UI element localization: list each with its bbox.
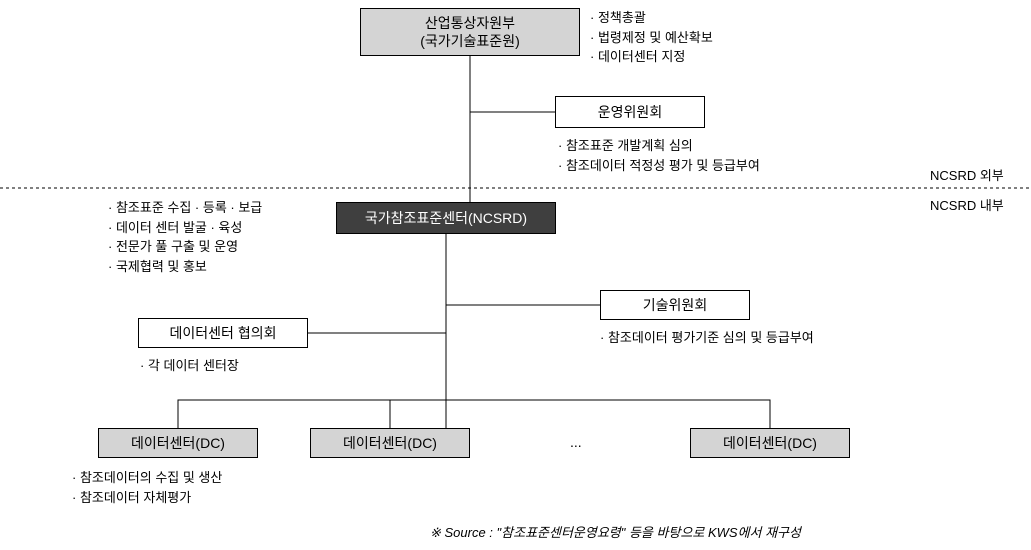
node-datacenter-council: 데이터센터 협의회 bbox=[138, 318, 308, 348]
node-ministry-line2: (국가기술표준원) bbox=[420, 32, 519, 50]
bullet-item: · 법령제정 및 예산확보 bbox=[590, 28, 713, 48]
bullet-item: · 데이터 센터 발굴 · 육성 bbox=[108, 218, 262, 238]
node-datacenter-2: 데이터센터(DC) bbox=[310, 428, 470, 458]
bullets-ncsrd: · 참조표준 수집 · 등록 · 보급· 데이터 센터 발굴 · 육성· 전문가… bbox=[108, 198, 262, 276]
bullets-tech: · 참조데이터 평가기준 심의 및 등급부여 bbox=[600, 328, 814, 348]
node-datacenter-3: 데이터센터(DC) bbox=[690, 428, 850, 458]
ellipsis: ... bbox=[570, 434, 582, 450]
node-dc3-label: 데이터센터(DC) bbox=[723, 434, 817, 452]
bullets-steering: · 참조표준 개발계획 심의· 참조데이터 적정성 평가 및 등급부여 bbox=[558, 136, 760, 175]
bullet-item: · 정책총괄 bbox=[590, 8, 713, 28]
bullet-item: · 참조데이터의 수집 및 생산 bbox=[72, 468, 222, 488]
bullet-item: · 데이터센터 지정 bbox=[590, 47, 713, 67]
node-dc1-label: 데이터센터(DC) bbox=[131, 434, 225, 452]
bullets-ministry: · 정책총괄· 법령제정 및 예산확보· 데이터센터 지정 bbox=[590, 8, 713, 67]
bullet-item: · 참조데이터 적정성 평가 및 등급부여 bbox=[558, 156, 760, 176]
bullets-datacenter: · 참조데이터의 수집 및 생산· 참조데이터 자체평가 bbox=[72, 468, 222, 507]
bullet-item: · 참조표준 개발계획 심의 bbox=[558, 136, 760, 156]
region-label-outer: NCSRD 외부 bbox=[930, 165, 1004, 184]
node-dc2-label: 데이터센터(DC) bbox=[343, 434, 437, 452]
bullet-item: · 국제협력 및 홍보 bbox=[108, 257, 262, 277]
node-tech-committee: 기술위원회 bbox=[600, 290, 750, 320]
bullet-item: · 전문가 풀 구출 및 운영 bbox=[108, 237, 262, 257]
node-ministry-line1: 산업통상자원부 bbox=[425, 14, 515, 32]
node-ncsrd-label: 국가참조표준센터(NCSRD) bbox=[365, 209, 527, 227]
bullet-item: · 참조데이터 평가기준 심의 및 등급부여 bbox=[600, 328, 814, 348]
node-tech-label: 기술위원회 bbox=[643, 296, 707, 314]
node-steering-label: 운영위원회 bbox=[598, 103, 662, 121]
node-datacenter-1: 데이터센터(DC) bbox=[98, 428, 258, 458]
node-ncsrd: 국가참조표준센터(NCSRD) bbox=[336, 202, 556, 234]
region-label-inner: NCSRD 내부 bbox=[930, 195, 1004, 214]
node-ministry: 산업통상자원부 (국가기술표준원) bbox=[360, 8, 580, 56]
bullet-item: · 각 데이터 센터장 bbox=[140, 356, 239, 376]
source-note: ※ Source : "참조표준센터운영요령" 등을 바탕으로 KWS에서 재구… bbox=[430, 522, 801, 541]
bullets-council: · 각 데이터 센터장 bbox=[140, 356, 239, 376]
node-council-label: 데이터센터 협의회 bbox=[170, 324, 277, 342]
bullet-item: · 참조표준 수집 · 등록 · 보급 bbox=[108, 198, 262, 218]
node-steering-committee: 운영위원회 bbox=[555, 96, 705, 128]
bullet-item: · 참조데이터 자체평가 bbox=[72, 488, 222, 508]
